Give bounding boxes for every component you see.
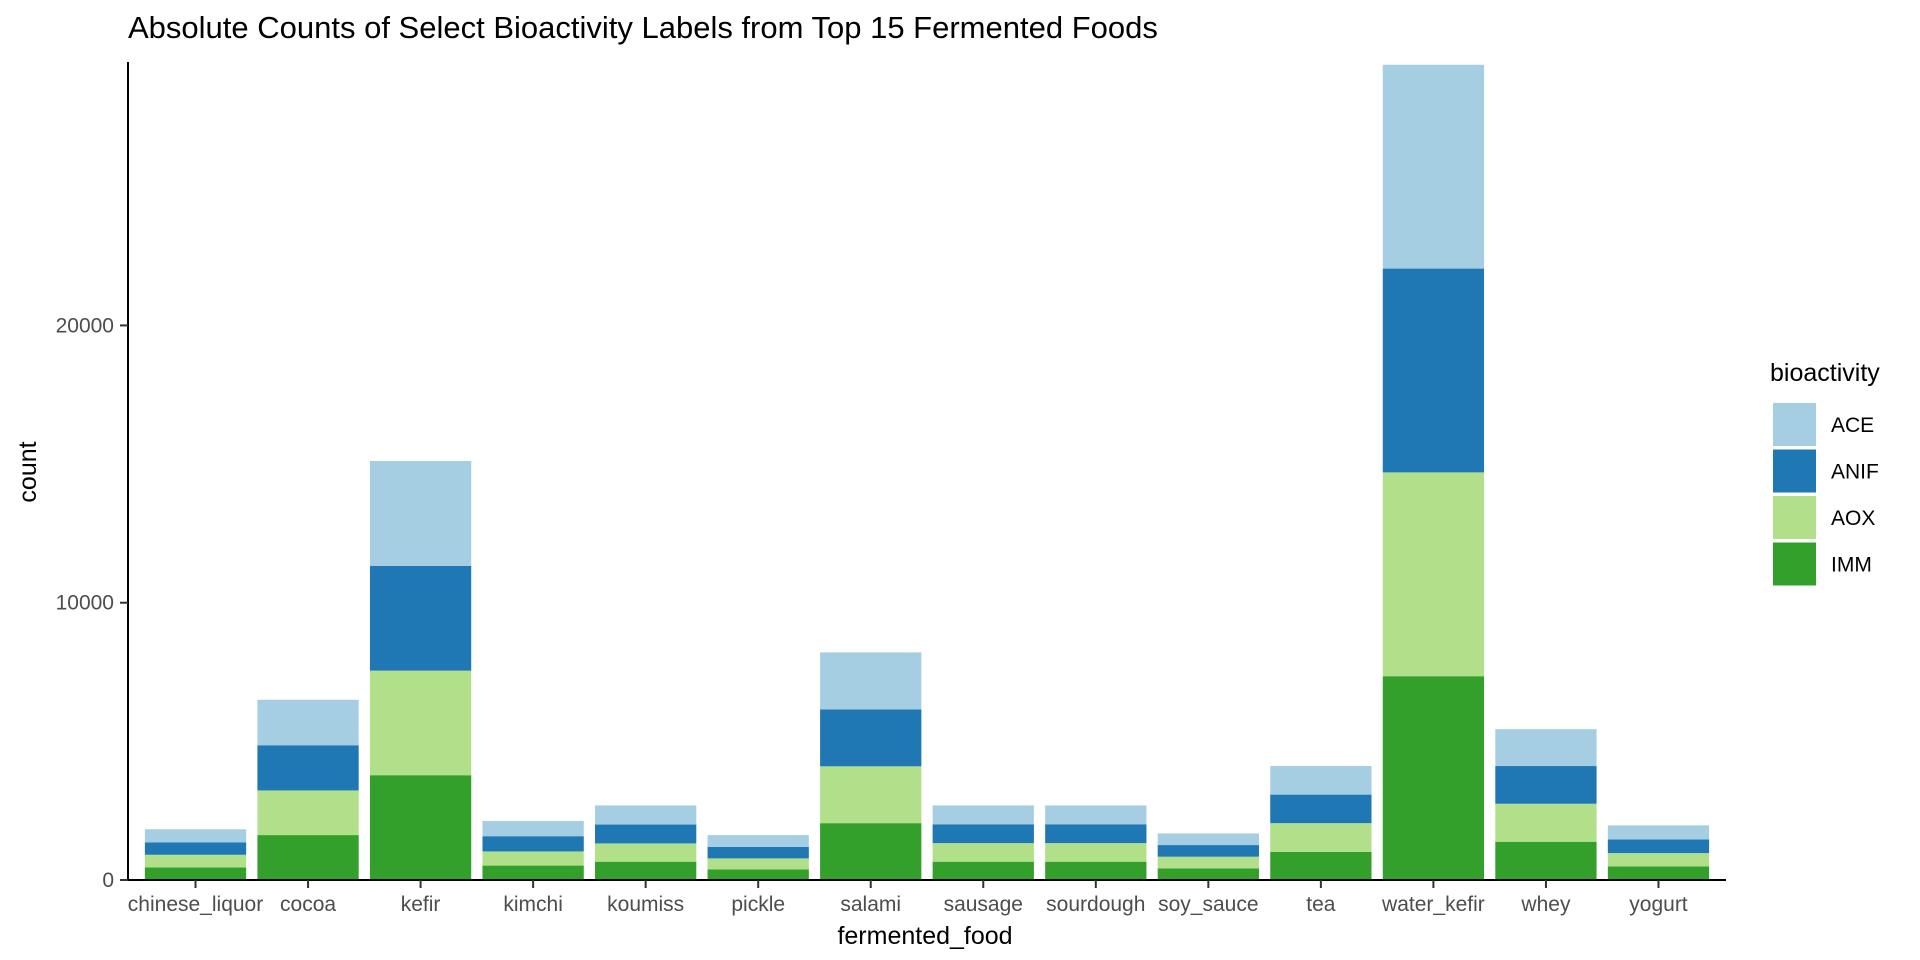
bar-whey-AOX [1495, 803, 1597, 842]
legend-key-ACE [1773, 403, 1816, 446]
bar-whey-ACE [1495, 729, 1597, 767]
bar-tea-ACE [1270, 766, 1372, 795]
legend-key-AOX [1773, 496, 1816, 539]
bar-yogurt-ANIF [1607, 839, 1710, 854]
bar-kimchi-AOX [482, 851, 584, 866]
legend-label-ANIF: ANIF [1831, 461, 1879, 484]
bar-chinese_liquor-IMM [144, 867, 247, 880]
bar-soy_sauce-IMM [1157, 868, 1259, 880]
bar-koumiss-ANIF [595, 824, 697, 844]
bar-tea-IMM [1270, 851, 1372, 880]
bar-pickle-AOX [707, 858, 809, 870]
bar-water_kefir-IMM [1382, 676, 1485, 880]
bar-sourdough-ACE [1045, 805, 1147, 825]
bar-yogurt-AOX [1607, 853, 1710, 867]
x-tick-label-sourdough: sourdough [1046, 893, 1145, 916]
bar-cocoa-ANIF [257, 745, 359, 791]
x-tick-label-kefir: kefir [401, 893, 441, 916]
bar-koumiss-AOX [595, 843, 697, 862]
bar-sausage-ANIF [932, 824, 1034, 844]
bar-pickle-ACE [707, 835, 809, 848]
y-axis-title: count [14, 441, 42, 502]
legend-label-AOX: AOX [1831, 507, 1875, 530]
x-tick-label-cocoa: cocoa [280, 893, 336, 916]
y-tick-label: 20000 [56, 314, 114, 337]
bar-koumiss-ACE [595, 805, 697, 825]
bar-kefir-ANIF [369, 565, 472, 671]
bar-kefir-AOX [369, 670, 472, 776]
bar-sourdough-ANIF [1045, 824, 1147, 844]
bar-yogurt-IMM [1607, 866, 1710, 880]
bar-cocoa-ACE [257, 699, 359, 746]
y-tick-label: 10000 [56, 592, 114, 615]
bar-kimchi-ACE [482, 820, 584, 837]
x-tick-label-sausage: sausage [944, 893, 1023, 916]
bar-water_kefir-ANIF [1382, 268, 1485, 473]
bar-kefir-IMM [369, 775, 472, 880]
bar-sausage-ACE [932, 805, 1034, 825]
y-tick-label: 0 [102, 869, 114, 892]
x-tick-label-water_kefir: water_kefir [1381, 893, 1485, 916]
legend-key-IMM [1773, 542, 1816, 586]
bar-salami-ANIF [820, 709, 922, 767]
bar-salami-IMM [820, 823, 922, 880]
bar-salami-AOX [820, 766, 922, 824]
bar-sausage-AOX [932, 843, 1034, 862]
bar-chinese_liquor-ANIF [144, 842, 247, 855]
bar-whey-IMM [1495, 841, 1597, 880]
legend-key-ANIF [1773, 449, 1816, 493]
x-axis-ticks: chinese_liquor cocoa kefir kimchi koumiss pic… [128, 880, 1688, 916]
bar-whey-ANIF [1495, 766, 1597, 804]
bar-kimchi-ANIF [482, 836, 584, 852]
x-tick-label-pickle: pickle [731, 893, 785, 916]
bar-cocoa-IMM [257, 835, 359, 880]
bar-chinese_liquor-AOX [144, 854, 247, 868]
x-tick-label-tea: tea [1306, 893, 1336, 916]
x-axis-title: fermented_food [837, 922, 1012, 950]
bar-soy_sauce-AOX [1157, 856, 1259, 869]
x-tick-label-kimchi: kimchi [503, 893, 563, 916]
bar-chinese_liquor-ACE [144, 829, 247, 843]
legend-label-IMM: IMM [1831, 554, 1872, 577]
bar-sausage-IMM [932, 861, 1034, 880]
legend: bioactivity ACE ANIF AOX IMM [1770, 359, 1880, 586]
x-tick-label-salami: salami [840, 893, 901, 916]
x-tick-label-koumiss: koumiss [607, 893, 684, 916]
bar-cocoa-AOX [257, 790, 359, 836]
bar-sourdough-AOX [1045, 843, 1147, 862]
y-axis-ticks: 0 10000 20000 [56, 314, 128, 892]
bar-water_kefir-ACE [1382, 64, 1485, 269]
bar-tea-ANIF [1270, 794, 1372, 824]
chart-title: Absolute Counts of Select Bioactivity La… [128, 10, 1158, 45]
bar-salami-ACE [820, 652, 922, 710]
bar-water_kefir-AOX [1382, 472, 1485, 677]
x-tick-label-soy_sauce: soy_sauce [1158, 893, 1258, 916]
bar-soy_sauce-ANIF [1157, 845, 1259, 857]
bar-koumiss-IMM [595, 861, 697, 880]
legend-label-ACE: ACE [1831, 414, 1874, 437]
bar-soy_sauce-ACE [1157, 833, 1259, 846]
bar-pickle-IMM [707, 869, 809, 880]
bar-kimchi-IMM [482, 865, 584, 880]
x-tick-label-chinese_liquor: chinese_liquor [128, 893, 263, 916]
bars-group [144, 64, 1710, 880]
bar-pickle-ANIF [707, 847, 809, 859]
bar-yogurt-ACE [1607, 825, 1710, 840]
legend-title: bioactivity [1770, 359, 1880, 387]
bar-tea-AOX [1270, 823, 1372, 852]
bar-kefir-ACE [369, 461, 472, 566]
legend-items: ACE ANIF AOX IMM [1773, 403, 1879, 586]
x-tick-label-whey: whey [1520, 893, 1571, 916]
x-tick-label-yogurt: yogurt [1629, 893, 1688, 916]
bar-sourdough-IMM [1045, 861, 1147, 880]
